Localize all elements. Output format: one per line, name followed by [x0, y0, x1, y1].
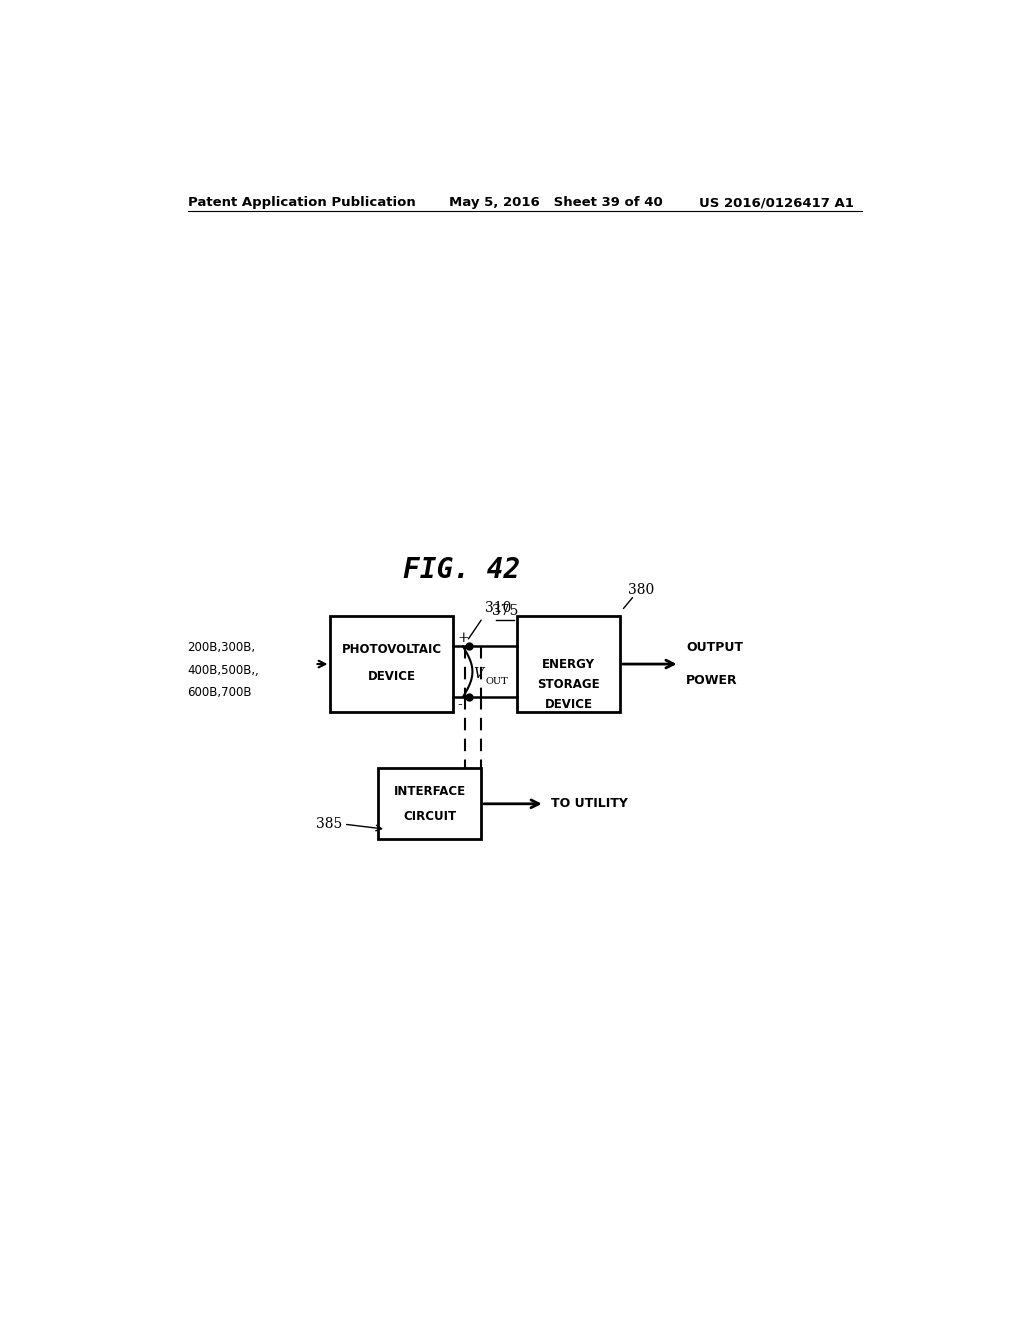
Text: POWER: POWER — [686, 673, 737, 686]
Text: V: V — [473, 667, 483, 681]
Text: INTERFACE: INTERFACE — [393, 785, 466, 799]
Text: DEVICE: DEVICE — [545, 698, 593, 711]
Text: US 2016/0126417 A1: US 2016/0126417 A1 — [699, 195, 854, 209]
Text: ,: , — [255, 664, 259, 677]
Text: DEVICE: DEVICE — [368, 669, 416, 682]
Bar — [331, 615, 454, 713]
Text: CIRCUIT: CIRCUIT — [403, 809, 456, 822]
Text: OUT: OUT — [486, 677, 509, 686]
Text: 400B,500B,: 400B,500B, — [187, 664, 256, 677]
Text: 200B,300B,: 200B,300B, — [187, 642, 256, 655]
Bar — [517, 615, 621, 713]
Text: 375: 375 — [492, 603, 518, 618]
Text: FIG. 42: FIG. 42 — [402, 556, 520, 583]
Text: STORAGE: STORAGE — [538, 678, 600, 690]
Text: 380: 380 — [628, 583, 654, 598]
Text: 600B,700B: 600B,700B — [187, 686, 252, 700]
Text: +: + — [458, 631, 469, 645]
Text: 385: 385 — [316, 817, 342, 832]
Text: -: - — [458, 698, 462, 713]
Bar — [378, 768, 481, 840]
Text: 310: 310 — [485, 601, 512, 615]
Text: ENERGY: ENERGY — [542, 657, 595, 671]
Text: PHOTOVOLTAIC: PHOTOVOLTAIC — [342, 643, 442, 656]
Text: May 5, 2016   Sheet 39 of 40: May 5, 2016 Sheet 39 of 40 — [450, 195, 664, 209]
Text: Patent Application Publication: Patent Application Publication — [187, 195, 416, 209]
Text: OUTPUT: OUTPUT — [686, 642, 742, 655]
Text: TO UTILITY: TO UTILITY — [551, 797, 628, 810]
